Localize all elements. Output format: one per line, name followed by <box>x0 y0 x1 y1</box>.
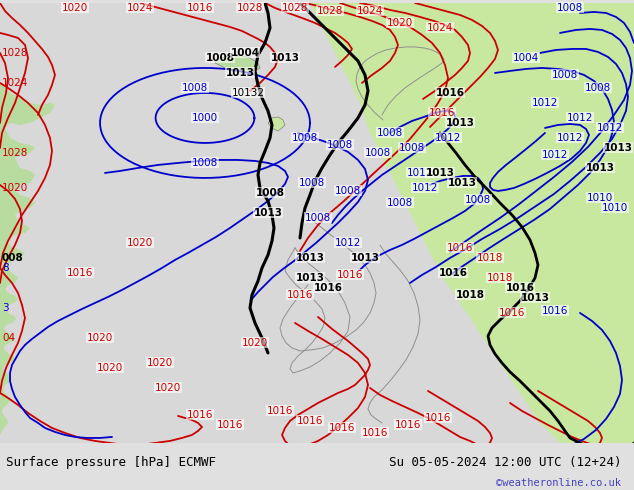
Text: 1028: 1028 <box>237 3 263 13</box>
Text: 1016: 1016 <box>425 413 451 423</box>
Text: 1010: 1010 <box>587 193 613 203</box>
Text: 1016: 1016 <box>187 3 213 13</box>
Polygon shape <box>268 117 285 131</box>
Text: 1020: 1020 <box>97 363 123 373</box>
Text: 1028: 1028 <box>281 3 308 13</box>
Text: 1016: 1016 <box>313 283 342 293</box>
Text: 1028: 1028 <box>317 6 343 16</box>
Text: 1016: 1016 <box>436 88 465 98</box>
Text: 1008: 1008 <box>299 178 325 188</box>
Text: 1016: 1016 <box>429 108 455 118</box>
Text: 1012: 1012 <box>435 133 461 143</box>
Text: 1013: 1013 <box>586 163 614 173</box>
Polygon shape <box>215 55 260 73</box>
Text: 1016: 1016 <box>542 306 568 316</box>
Text: 008: 008 <box>2 253 23 263</box>
Text: 1012: 1012 <box>532 98 558 108</box>
Text: 1028: 1028 <box>2 148 29 158</box>
Text: 1008: 1008 <box>182 83 208 93</box>
Text: 1008: 1008 <box>552 70 578 80</box>
Text: 1024: 1024 <box>357 6 383 16</box>
Text: 1012: 1012 <box>407 168 433 178</box>
Text: 1013: 1013 <box>446 118 474 128</box>
Text: 1013: 1013 <box>226 68 254 78</box>
Text: 1020: 1020 <box>87 333 113 343</box>
Text: 1008: 1008 <box>365 148 391 158</box>
Text: 10132: 10132 <box>231 88 264 98</box>
Text: 1016: 1016 <box>337 270 363 280</box>
Text: 1004: 1004 <box>230 48 259 58</box>
Text: 1018: 1018 <box>455 290 484 300</box>
Text: 1013: 1013 <box>604 143 633 153</box>
Text: 1024: 1024 <box>2 78 29 88</box>
Text: 8: 8 <box>2 263 9 273</box>
Text: 1012: 1012 <box>557 133 583 143</box>
Polygon shape <box>310 3 634 443</box>
Text: 1008: 1008 <box>256 188 285 198</box>
Text: 1012: 1012 <box>567 113 593 123</box>
Text: 1020: 1020 <box>2 183 29 193</box>
Text: 1016: 1016 <box>217 420 243 430</box>
Text: 1016: 1016 <box>187 410 213 420</box>
Text: 1013: 1013 <box>295 273 325 283</box>
Text: 1016: 1016 <box>329 423 355 433</box>
Text: 1020: 1020 <box>62 3 88 13</box>
Text: 1016: 1016 <box>362 428 388 438</box>
Text: 1020: 1020 <box>242 338 268 348</box>
Text: 1004: 1004 <box>513 53 539 63</box>
Text: Su 05-05-2024 12:00 UTC (12+24): Su 05-05-2024 12:00 UTC (12+24) <box>389 456 621 469</box>
Text: 1020: 1020 <box>147 358 173 368</box>
Text: 1013: 1013 <box>351 253 380 263</box>
Text: 1016: 1016 <box>447 243 473 253</box>
Text: 1008: 1008 <box>387 198 413 208</box>
Text: 1008: 1008 <box>465 195 491 205</box>
Text: 1016: 1016 <box>499 308 525 318</box>
Text: 1010: 1010 <box>602 203 628 213</box>
Text: 1028: 1028 <box>2 48 29 58</box>
Text: 1024: 1024 <box>127 3 153 13</box>
Text: 1016: 1016 <box>395 420 421 430</box>
Text: 1008: 1008 <box>557 3 583 13</box>
Text: 1016: 1016 <box>439 268 467 278</box>
Text: 1012: 1012 <box>597 123 623 133</box>
Text: 1008: 1008 <box>335 186 361 196</box>
Text: 1016: 1016 <box>67 268 93 278</box>
Text: 1020: 1020 <box>155 383 181 393</box>
Text: 1008: 1008 <box>205 53 235 63</box>
Text: 1000: 1000 <box>192 113 218 123</box>
Text: 1012: 1012 <box>542 150 568 160</box>
Text: 1013: 1013 <box>254 208 283 218</box>
Text: 1013: 1013 <box>271 53 299 63</box>
Text: 1018: 1018 <box>487 273 513 283</box>
Text: 1020: 1020 <box>387 18 413 28</box>
Text: 1018: 1018 <box>477 253 503 263</box>
Text: 1013: 1013 <box>448 178 477 188</box>
Text: 1013: 1013 <box>521 293 550 303</box>
Text: 1012: 1012 <box>412 183 438 193</box>
Text: 1008: 1008 <box>377 128 403 138</box>
Text: 1008: 1008 <box>327 140 353 150</box>
Text: Surface pressure [hPa] ECMWF: Surface pressure [hPa] ECMWF <box>6 456 216 469</box>
Text: 1008: 1008 <box>192 158 218 168</box>
Text: 3: 3 <box>2 303 9 313</box>
Text: 1008: 1008 <box>585 83 611 93</box>
Text: 1013: 1013 <box>425 168 455 178</box>
Polygon shape <box>0 3 55 435</box>
Text: 1013: 1013 <box>295 253 325 263</box>
Text: 04: 04 <box>2 333 15 343</box>
Text: 1008: 1008 <box>292 133 318 143</box>
Text: 1016: 1016 <box>267 406 293 416</box>
Text: ©weatheronline.co.uk: ©weatheronline.co.uk <box>496 478 621 489</box>
Text: 1020: 1020 <box>127 238 153 248</box>
Text: 1016: 1016 <box>287 290 313 300</box>
Text: 1024: 1024 <box>427 23 453 33</box>
Text: 1016: 1016 <box>505 283 534 293</box>
Text: 1016: 1016 <box>297 416 323 426</box>
Text: 1008: 1008 <box>399 143 425 153</box>
Text: 1012: 1012 <box>335 238 361 248</box>
Text: 1008: 1008 <box>305 213 331 223</box>
